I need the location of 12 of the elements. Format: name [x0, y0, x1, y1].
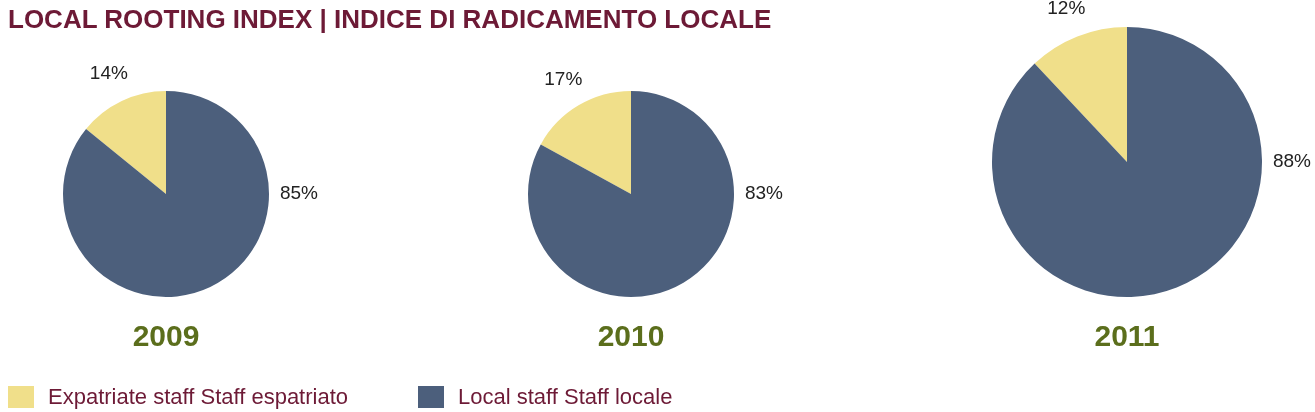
legend-label: Expatriate staff Staff espatriato: [48, 384, 349, 410]
legend-label: Local staff Staff locale: [458, 384, 673, 410]
data-label: 85%: [279, 182, 319, 204]
text: 2011: [1093, 319, 1161, 353]
text: 2010: [596, 319, 666, 353]
chart-title: LOCAL ROOTING INDEX | INDICE DI RADICAMENTO LOCALE: [8, 4, 772, 35]
data-label: 88%: [1272, 150, 1312, 172]
data-label: 12%: [1047, 0, 1086, 18]
data-label: 83%: [744, 182, 784, 204]
data-label: 17%: [544, 67, 583, 89]
data-label: 14%: [89, 62, 128, 84]
text: 2009: [131, 319, 201, 353]
